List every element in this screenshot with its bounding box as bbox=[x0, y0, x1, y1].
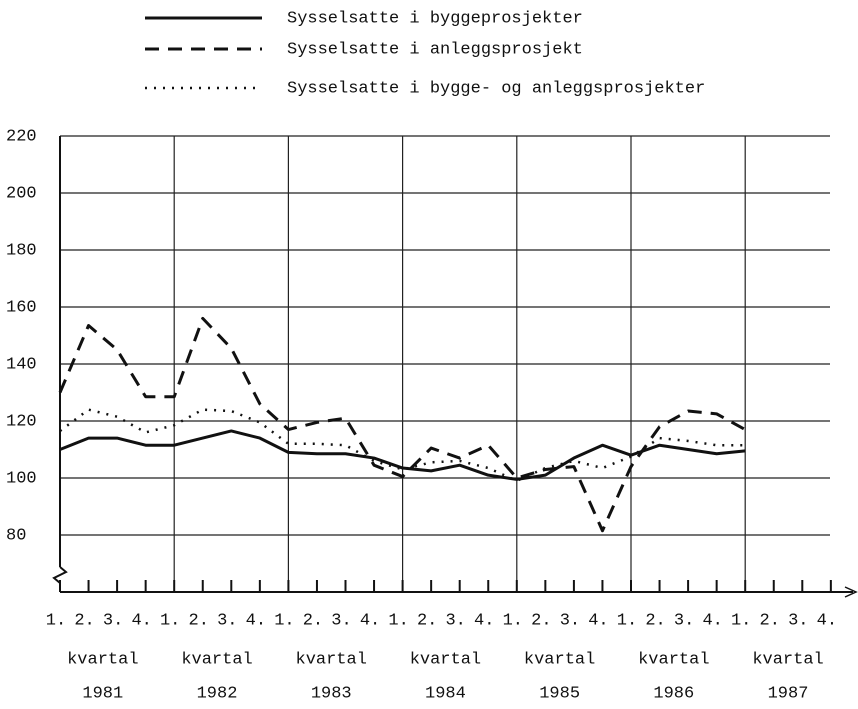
x-tick-label: 3. bbox=[674, 611, 694, 630]
year-label: 1986 bbox=[653, 684, 694, 703]
y-tick-label: 100 bbox=[6, 469, 37, 488]
series-line bbox=[59, 408, 746, 483]
x-tick-label: 4. bbox=[246, 611, 266, 630]
x-tick-label: 2. bbox=[189, 611, 209, 630]
x-tick-label: 1. bbox=[274, 611, 294, 630]
series-line bbox=[59, 429, 746, 481]
x-tick-label: 4. bbox=[817, 611, 837, 630]
period-label: kvartal bbox=[296, 650, 367, 669]
series-line bbox=[58, 316, 746, 533]
x-tick-label: 2. bbox=[531, 611, 551, 630]
y-tick-label: 180 bbox=[6, 241, 37, 260]
x-tick-label: 3. bbox=[331, 611, 351, 630]
period-label: kvartal bbox=[410, 650, 481, 669]
x-axis-arrow bbox=[844, 586, 858, 598]
x-tick-label: 1. bbox=[617, 611, 637, 630]
x-tick-label: 4. bbox=[702, 611, 722, 630]
period-label: kvartal bbox=[524, 650, 595, 669]
y-tick-label: 140 bbox=[6, 355, 37, 374]
x-tick-label: 2. bbox=[303, 611, 323, 630]
period-label: kvartal bbox=[67, 650, 138, 669]
y-tick-label: 80 bbox=[6, 526, 26, 545]
x-tick-label: 2. bbox=[417, 611, 437, 630]
x-tick-label: 4. bbox=[360, 611, 380, 630]
x-tick-label: 2. bbox=[760, 611, 780, 630]
y-tick-label: 160 bbox=[6, 298, 37, 317]
legend-label: Sysselsatte i anleggsprosjekt bbox=[287, 40, 583, 59]
x-tick-label: 1. bbox=[503, 611, 523, 630]
legend-label: Sysselsatte i byggeprosjekter bbox=[287, 9, 583, 28]
x-tick-label: 4. bbox=[474, 611, 494, 630]
x-tick-label: 1. bbox=[388, 611, 408, 630]
year-label: 1985 bbox=[539, 684, 580, 703]
x-tick-label: 3. bbox=[103, 611, 123, 630]
period-label: kvartal bbox=[752, 650, 823, 669]
y-tick-label: 220 bbox=[6, 127, 37, 146]
period-label: kvartal bbox=[181, 650, 252, 669]
x-tick-label: 4. bbox=[588, 611, 608, 630]
x-tick-label: 3. bbox=[217, 611, 237, 630]
period-label: kvartal bbox=[638, 650, 709, 669]
x-tick-label: 4. bbox=[131, 611, 151, 630]
year-label: 1983 bbox=[311, 684, 352, 703]
legend-label: Sysselsatte i bygge- og anleggsprosjekte… bbox=[287, 79, 705, 98]
x-tick-label: 1. bbox=[731, 611, 751, 630]
x-tick-label: 1. bbox=[160, 611, 180, 630]
x-tick-label: 2. bbox=[645, 611, 665, 630]
year-label: 1981 bbox=[82, 684, 123, 703]
x-tick-label: 2. bbox=[74, 611, 94, 630]
x-tick-label: 3. bbox=[445, 611, 465, 630]
year-label: 1987 bbox=[768, 684, 809, 703]
x-tick-label: 3. bbox=[560, 611, 580, 630]
year-label: 1982 bbox=[197, 684, 238, 703]
y-tick-label: 120 bbox=[6, 412, 37, 431]
x-tick-label: 1. bbox=[46, 611, 66, 630]
y-tick-label: 200 bbox=[6, 184, 37, 203]
x-tick-label: 3. bbox=[788, 611, 808, 630]
year-label: 1984 bbox=[425, 684, 466, 703]
